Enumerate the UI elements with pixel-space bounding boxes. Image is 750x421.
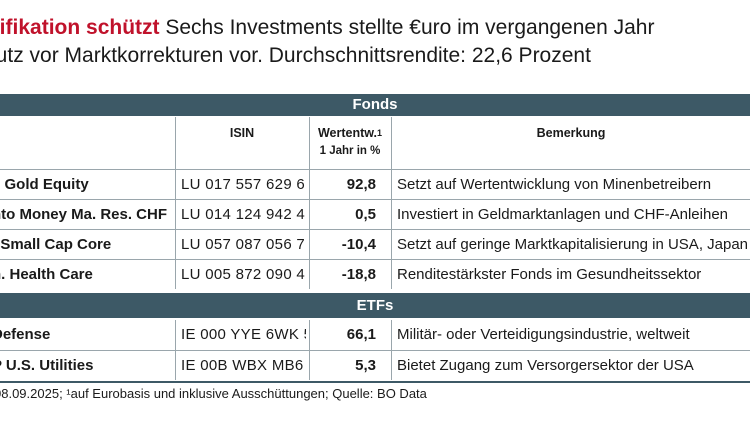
row-divider: [0, 350, 750, 351]
table-row: Defense IE 000 YYE 6WK 5 66,1 Militär- o…: [0, 320, 750, 350]
fund-change: 0,5: [355, 206, 376, 223]
row-divider: [0, 259, 750, 260]
headline-highlight: sifikation schützt: [0, 16, 160, 39]
column-divider: [175, 320, 176, 380]
fund-change: 92,8: [346, 176, 376, 193]
fund-isin: LU 017 557 629 6: [181, 176, 306, 193]
section-header-etfs: ETFs: [0, 293, 750, 318]
column-divider: [309, 117, 310, 289]
etf-remark: Bietet Zugang zum Versorgersektor der US…: [397, 357, 694, 374]
fund-remark: Setzt auf Wertentwicklung von Minenbetre…: [397, 176, 712, 193]
footnote-marker: 1: [377, 128, 383, 138]
table-header-row: ISIN Wertentw.1 1 Jahr in % Bemerkung: [0, 117, 750, 169]
footnote: 08.09.2025; ¹auf Eurobasis und inklusive…: [0, 386, 427, 401]
fund-isin: LU 014 124 942 4: [181, 206, 306, 223]
table-bottom-rule: [0, 381, 750, 383]
fund-name: e Gold Equity: [0, 176, 89, 193]
etf-change: 5,3: [355, 357, 376, 374]
headline-text-line1: Sechs Investments stellte €uro im vergan…: [159, 16, 655, 39]
etf-name: Defense: [0, 326, 51, 343]
column-header-isin: ISIN: [229, 126, 255, 140]
fund-change: -18,8: [341, 266, 376, 283]
table-row: P U.S. Utilities IE 00B WBX MB6 9 5,3 Bi…: [0, 351, 750, 381]
etf-isin: IE 00B WBX MB6 9: [181, 357, 306, 374]
section-header-fonds: Fonds: [0, 94, 750, 116]
fund-name: l Small Cap Core: [0, 236, 112, 253]
column-divider: [391, 320, 392, 380]
headline: sifikation schützt Sechs Investments ste…: [0, 14, 750, 70]
headline-text-line2: hutz vor Marktkorrekturen vor. Durchschn…: [0, 44, 591, 67]
fund-isin: LU 005 872 090 4: [181, 266, 306, 283]
column-divider: [175, 117, 176, 289]
table-row: l Small Cap Core LU 057 087 056 7 -10,4 …: [0, 230, 750, 260]
etf-name: P U.S. Utilities: [0, 357, 94, 374]
fund-name: n. Health Care: [0, 266, 93, 283]
table-row: e Gold Equity LU 017 557 629 6 92,8 Setz…: [0, 170, 750, 200]
etf-remark: Militär- oder Verteidigungsindustrie, we…: [397, 326, 690, 343]
table-row: nto Money Ma. Res. CHF LU 014 124 942 4 …: [0, 200, 750, 230]
etf-change: 66,1: [346, 326, 376, 343]
row-divider: [0, 199, 750, 200]
fund-name: nto Money Ma. Res. CHF: [0, 206, 168, 223]
fund-remark: Renditestärkster Fonds im Gesundheitssek…: [397, 266, 702, 283]
fund-change: -10,4: [341, 236, 376, 253]
etf-isin: IE 000 YYE 6WK 5: [181, 326, 306, 343]
table-row: n. Health Care LU 005 872 090 4 -18,8 Re…: [0, 260, 750, 290]
column-header-change-sub: 1 Jahr in %: [319, 145, 381, 157]
fund-remark: Setzt auf geringe Marktkapitalisierung i…: [397, 236, 749, 253]
column-header-change-main: Wertentw.: [317, 126, 378, 140]
column-divider: [309, 320, 310, 380]
row-divider: [0, 169, 750, 170]
fund-remark: Investiert in Geldmarktanlagen und CHF-A…: [397, 206, 729, 223]
row-divider: [0, 229, 750, 230]
column-header-remark: Bemerkung: [536, 126, 606, 140]
column-divider: [391, 117, 392, 289]
column-header-change: Wertentw.1 1 Jahr in %: [310, 125, 390, 160]
fund-isin: LU 057 087 056 7: [181, 236, 306, 253]
